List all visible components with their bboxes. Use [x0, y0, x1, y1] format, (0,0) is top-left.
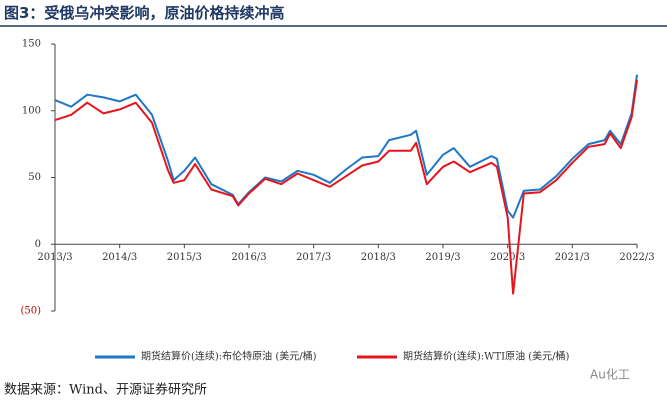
legend-label: 期货结算价(连续):WTI原油 (美元/桶) [403, 350, 570, 363]
x-tick-label: 2014/3 [102, 252, 137, 263]
x-tick-label: 2018/3 [361, 252, 396, 263]
legend-label: 期货结算价(连续):布伦特原油 (美元/桶) [141, 350, 317, 363]
x-tick-label: 2022/3 [619, 252, 654, 263]
x-tick-label: 2020/3 [490, 252, 525, 263]
x-tick-label: 2019/3 [425, 252, 460, 263]
x-tick-label: 2016/3 [231, 252, 266, 263]
x-tick-label: 2017/3 [296, 252, 331, 263]
y-tick-label: 100 [22, 105, 41, 116]
x-tick-label: 2015/3 [167, 252, 202, 263]
source: 数据来源：Wind、开源证券研究所 [4, 382, 207, 398]
chart-title: 图3：受俄乌冲突影响，原油价格持续冲高 [4, 4, 284, 22]
x-tick-label: 2013/3 [37, 252, 72, 263]
series-line [54, 79, 638, 295]
x-tick-label: 2021/3 [555, 252, 590, 263]
y-tick-label: 150 [22, 39, 41, 50]
y-tick-label: (50) [20, 306, 41, 317]
y-tick-label: 50 [28, 172, 41, 183]
series-line [54, 74, 638, 219]
watermark: Au化工 [590, 368, 630, 382]
y-tick-label: 0 [35, 239, 41, 250]
